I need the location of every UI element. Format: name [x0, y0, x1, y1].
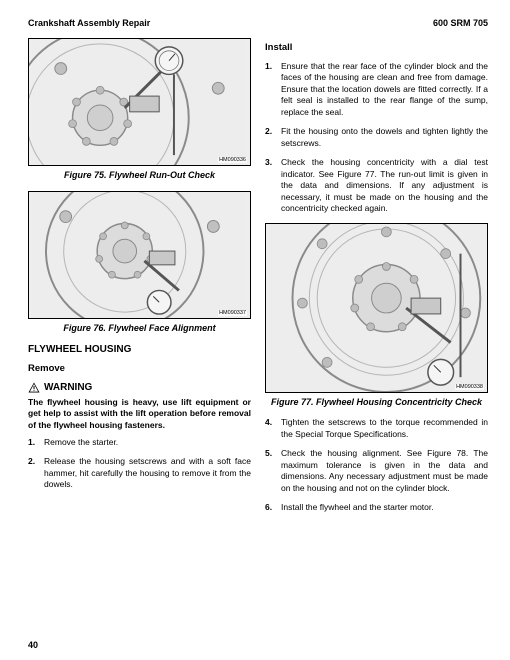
remove-steps-list: 1. Remove the starter. 2. Release the ho…	[28, 437, 251, 491]
list-item: 3. Check the housing concentricity with …	[265, 157, 488, 214]
step-number: 5.	[265, 448, 281, 494]
flywheel-face-svg	[29, 192, 250, 318]
step-text: Tighten the setscrews to the torque reco…	[281, 417, 488, 440]
step-number: 1.	[265, 61, 281, 118]
step-text: Remove the starter.	[44, 437, 251, 448]
install-heading: Install	[265, 42, 488, 53]
figure-77-id: HM090338	[455, 384, 484, 390]
flywheel-concentricity-svg	[266, 224, 487, 392]
header-left: Crankshaft Assembly Repair	[28, 18, 150, 28]
header-right: 600 SRM 705	[433, 18, 488, 28]
figure-75-image: HM090336	[28, 38, 251, 166]
list-item: 4. Tighten the setscrews to the torque r…	[265, 417, 488, 440]
step-number: 3.	[265, 157, 281, 214]
figure-77-image: HM090338	[265, 223, 488, 393]
list-item: 2. Release the housing setscrews and wit…	[28, 456, 251, 490]
step-number: 1.	[28, 437, 44, 448]
step-text: Release the housing setscrews and with a…	[44, 456, 251, 490]
step-number: 2.	[28, 456, 44, 490]
page-number: 40	[28, 640, 38, 650]
figure-76-id: HM090337	[218, 310, 247, 316]
warning-body: The flywheel housing is heavy, use lift …	[28, 397, 251, 431]
install-steps-b: 4. Tighten the setscrews to the torque r…	[265, 417, 488, 513]
install-steps-a: 1. Ensure that the rear face of the cyli…	[265, 61, 488, 215]
figure-77-caption: Figure 77. Flywheel Housing Concentricit…	[265, 397, 488, 408]
list-item: 1. Remove the starter.	[28, 437, 251, 448]
page-header: Crankshaft Assembly Repair 600 SRM 705	[28, 18, 488, 28]
figure-76-caption: Figure 76. Flywheel Face Alignment	[28, 323, 251, 334]
figure-76-image: HM090337	[28, 191, 251, 319]
step-text: Ensure that the rear face of the cylinde…	[281, 61, 488, 118]
list-item: 5. Check the housing alignment. See Figu…	[265, 448, 488, 494]
step-text: Check the housing alignment. See Figure …	[281, 448, 488, 494]
figure-75-id: HM090336	[218, 157, 247, 163]
two-column-layout: HM090336 Figure 75. Flywheel Run-Out Che…	[28, 38, 488, 522]
step-text: Check the housing concentricity with a d…	[281, 157, 488, 214]
warning-icon	[28, 382, 40, 393]
warning-label: WARNING	[44, 382, 92, 393]
list-item: 1. Ensure that the rear face of the cyli…	[265, 61, 488, 118]
flywheel-runout-svg	[29, 39, 250, 165]
flywheel-housing-heading: FLYWHEEL HOUSING	[28, 344, 251, 355]
figure-75-caption: Figure 75. Flywheel Run-Out Check	[28, 170, 251, 181]
warning-row: WARNING	[28, 382, 251, 393]
list-item: 2. Fit the housing onto the dowels and t…	[265, 126, 488, 149]
left-column: HM090336 Figure 75. Flywheel Run-Out Che…	[28, 38, 251, 522]
step-text: Fit the housing onto the dowels and tigh…	[281, 126, 488, 149]
step-number: 2.	[265, 126, 281, 149]
step-text: Install the flywheel and the starter mot…	[281, 502, 488, 513]
right-column: Install 1. Ensure that the rear face of …	[265, 38, 488, 522]
step-number: 4.	[265, 417, 281, 440]
step-number: 6.	[265, 502, 281, 513]
remove-heading: Remove	[28, 363, 251, 374]
list-item: 6. Install the flywheel and the starter …	[265, 502, 488, 513]
